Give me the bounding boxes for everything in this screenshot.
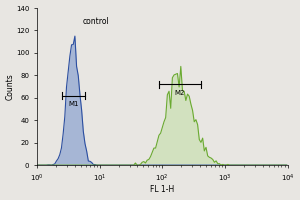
Text: control: control [82, 17, 109, 26]
Text: M1: M1 [68, 101, 79, 107]
Text: M2: M2 [175, 90, 185, 96]
Y-axis label: Counts: Counts [6, 73, 15, 100]
X-axis label: FL 1-H: FL 1-H [150, 185, 174, 194]
